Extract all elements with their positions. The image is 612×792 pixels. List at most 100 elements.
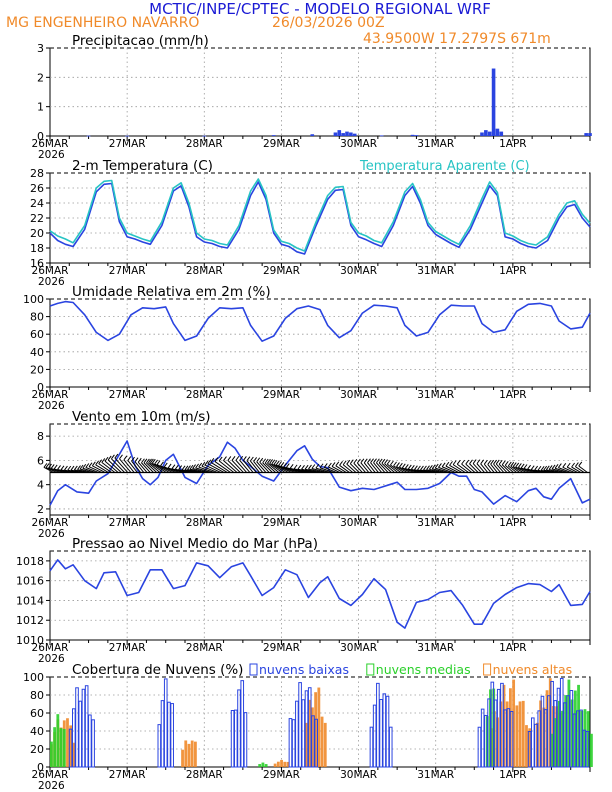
- wind-barb-feather: [401, 463, 406, 469]
- cloud-bar-low: [379, 699, 383, 768]
- wind-barb: [231, 460, 244, 473]
- wind-barb-feather: [381, 458, 386, 464]
- wind-barb-feather: [60, 465, 65, 471]
- humidity-xtick-label: 1APR: [499, 389, 527, 401]
- wind-barb: [223, 460, 238, 473]
- wind-barb: [45, 467, 58, 473]
- wind-barb: [57, 468, 71, 474]
- precip-title: Precipitacao (mm/h): [72, 33, 209, 49]
- wind-barb-feather: [264, 458, 269, 464]
- wind-barb: [141, 462, 151, 473]
- wind-barb: [143, 462, 154, 473]
- wind-barb: [315, 467, 331, 474]
- precip-bar: [491, 68, 496, 136]
- humidity-xtick-label: 31MAR: [417, 389, 454, 401]
- wind-barb: [472, 463, 482, 473]
- wind-panel: 2 4 6 8 26MAR 27MAR 28MAR 29MAR 30MAR 31MAR 1APR 20…: [32, 409, 591, 540]
- cloud-bar-low: [490, 681, 495, 768]
- wind-barb-feather: [386, 459, 391, 465]
- wind-barb: [98, 463, 112, 473]
- wind-barb: [104, 460, 119, 473]
- humidity-ytick-label: 80: [30, 311, 44, 324]
- wind-barb-feather: [537, 465, 542, 471]
- legend-label: nuvens medias: [376, 662, 471, 677]
- wind-barb-feather: [178, 465, 183, 470]
- cloud-bar-mid: [56, 714, 60, 767]
- cloud-bar-high: [187, 743, 191, 767]
- wind-barb-feather: [441, 462, 446, 468]
- wind-barb-feather: [174, 464, 179, 470]
- cloud-bar-mid: [264, 764, 268, 767]
- wind-barb: [264, 462, 276, 473]
- wind-barb-feather: [461, 459, 466, 465]
- cloud-bar-low: [72, 708, 76, 768]
- cloud-bar-low: [585, 730, 590, 768]
- cloud-bar-mid: [53, 727, 57, 767]
- wind-barb-feather: [339, 461, 343, 466]
- wind-barb-feather: [79, 464, 84, 470]
- wind-barb: [541, 469, 553, 474]
- cloud-bar-low: [503, 709, 507, 768]
- wind-barb-feather: [204, 460, 209, 466]
- wind-barb-feather: [398, 462, 403, 468]
- cloud-bar-low: [569, 690, 574, 768]
- cloud-bar-high: [181, 749, 184, 767]
- wind-barb-feather: [156, 460, 161, 465]
- wind-barb: [402, 467, 415, 473]
- wind-barb-feather: [131, 456, 135, 462]
- wind-barb: [148, 462, 161, 473]
- wind-barb-feather: [548, 465, 553, 470]
- cloud-bar-high: [69, 725, 73, 767]
- wind-barb-feather: [218, 456, 223, 462]
- cloud-bar-high: [521, 700, 525, 767]
- wind-barb: [381, 462, 392, 473]
- wind-barb: [534, 469, 546, 474]
- wind-barb-feather: [189, 464, 194, 470]
- cloud-bar-low: [84, 685, 89, 768]
- wind-barb-feather: [91, 461, 96, 467]
- humidity-xtick-label: 30MAR: [340, 389, 377, 401]
- wind-barb: [429, 468, 443, 474]
- cloud-bar-low: [553, 700, 558, 768]
- wind-barb: [192, 468, 209, 474]
- wind-barb-feather: [574, 462, 579, 467]
- wind-barb-feather: [540, 466, 545, 471]
- wind-barb: [384, 463, 395, 473]
- wind-barb: [562, 466, 575, 473]
- wind-barb-feather: [480, 459, 485, 465]
- pressure-ytick-label: 1014: [16, 594, 44, 607]
- wind-barb-feather: [530, 465, 535, 470]
- wind-barb: [363, 462, 373, 473]
- cloud-bar-low: [230, 710, 235, 768]
- wind-barb: [92, 465, 106, 473]
- cloud-bar-low: [506, 708, 511, 768]
- cloud-bar-low: [572, 713, 577, 768]
- cloud-bar-low: [388, 726, 393, 768]
- wind-barb-feather: [495, 459, 500, 465]
- wind-barb: [301, 468, 318, 474]
- wind-barb: [311, 468, 328, 474]
- wind-barb-feather: [111, 454, 115, 460]
- cloud-bar-low: [382, 693, 387, 768]
- wind-barb: [164, 466, 180, 474]
- wind-ytick-label: 8: [37, 430, 44, 443]
- cloud-bar-low: [531, 717, 535, 768]
- legend-label: nuvens baixas: [259, 662, 349, 677]
- wind-barb-feather: [445, 461, 450, 467]
- wind-barb-feather: [456, 459, 461, 465]
- wind-barb-feather: [223, 456, 227, 461]
- wind-barb-feather: [146, 458, 150, 464]
- precip-bar: [202, 135, 207, 137]
- precip-bar: [349, 132, 353, 136]
- cloud-bar-low: [68, 728, 73, 768]
- wind-ytick-label: 4: [37, 479, 44, 492]
- wind-barb-feather: [551, 464, 556, 470]
- cloud-bar-high: [528, 728, 532, 767]
- chart-title: MCTIC/INPE/CPTEC - MODELO REGIONAL WRF: [149, 0, 491, 18]
- cloud-bar-low: [579, 709, 583, 768]
- clouds-panel: 0 20 40 60 80 100 26MAR 27MAR 28MAR 29MAR 30MAR 31M…: [23, 662, 593, 792]
- cloud-bar-low: [484, 714, 488, 768]
- wind-barb-feather: [267, 458, 271, 464]
- clouds-xtick-label: 27MAR: [109, 769, 146, 781]
